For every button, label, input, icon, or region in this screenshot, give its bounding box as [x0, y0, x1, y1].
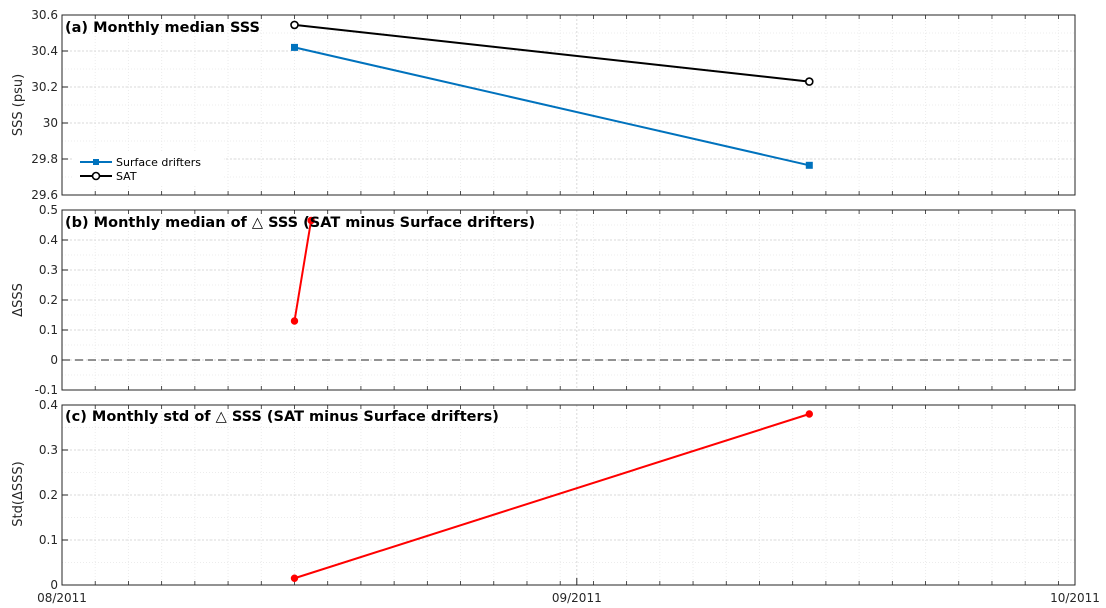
- panel-b-series-line-delta: [293, 220, 313, 322]
- panel-c-axes: Std(ΔSSS) 0 0.1 0.2 0.3 0.4 08/2011 09/2011 10/…: [11, 398, 1100, 605]
- panel-a-y-tick-label: 30: [43, 116, 58, 130]
- panel-a-y-tick-label: 29.6: [31, 188, 58, 202]
- panel-a-point-sat: [290, 20, 299, 30]
- panel-a-y-tick-label: 30.4: [31, 44, 58, 58]
- panel-c-y-tick-label: 0: [50, 578, 58, 592]
- panel-a-y-tick-label: 29.8: [31, 152, 58, 166]
- panel-a-title: (a) Monthly median SSS: [65, 20, 260, 36]
- panel-a-point-surface-drifters: [290, 43, 298, 51]
- panel-c-title: (c) Monthly std of △ SSS (SAT minus Surf…: [65, 409, 499, 425]
- panel-c-series-line-delta: [294, 413, 810, 580]
- panel-c-y-tick-label: 0.1: [39, 533, 58, 547]
- panel-a-series-line-surface-drifters: [294, 46, 810, 167]
- panel-c-point-delta: [290, 574, 299, 582]
- panel-a-y-tick-label: 30.2: [31, 80, 58, 94]
- panel-b-y-tick-label: 0.3: [39, 263, 58, 277]
- panel-b-axes: ΔSSS -0.1 0 0.1 0.2 0.3 0.4 0.5 (b) Monthly med…: [11, 203, 1076, 397]
- panel-b-y-tick-label: -0.1: [35, 383, 58, 397]
- panel-b-y-axis-label: ΔSSS: [11, 283, 26, 317]
- panel-a-point-surface-drifters: [805, 161, 813, 169]
- panel-a-axes-frame: [61, 14, 1076, 196]
- panel-c-y-tick-label: 0.3: [39, 443, 58, 457]
- panel-c-y-tick-label: 0.4: [39, 398, 58, 412]
- panel-b-y-tick-label: 0.4: [39, 233, 58, 247]
- legend-marker-surface-drifters: [93, 159, 99, 165]
- panel-a-legend: Surface drifters SAT: [74, 153, 224, 185]
- panel-b-point-delta: [307, 216, 315, 225]
- panel-c-x-tick-label: 08/2011: [37, 591, 87, 605]
- panel-b-title: (b) Monthly median of △ SSS (SAT minus S…: [65, 215, 535, 231]
- panel-b-y-tick-label: 0.5: [39, 203, 58, 217]
- legend-marker-sat: [91, 171, 101, 181]
- panel-c-point-delta: [805, 410, 813, 418]
- panel-c-y-tick-label: 0.2: [39, 488, 58, 502]
- panel-c-axes-frame: [61, 404, 1076, 586]
- panel-a-point-sat: [804, 77, 814, 86]
- panel-c-x-tick-label: 09/2011: [552, 591, 602, 605]
- panel-a-axes: SSS (psu) 29.6 29.8 30 30.2 30.4 30.6 (a) Mont…: [11, 8, 1076, 202]
- panel-b-axes-frame: [61, 209, 1076, 391]
- legend-label-sat: SAT: [116, 170, 137, 183]
- panel-b-y-tick-label: 0.2: [39, 293, 58, 307]
- panel-b-y-tick-label: 0: [50, 353, 58, 367]
- panel-b-y-tick-label: 0.1: [39, 323, 58, 337]
- panel-a-y-axis-label: SSS (psu): [11, 74, 26, 136]
- panel-c-y-axis-label: Std(ΔSSS): [11, 461, 26, 526]
- panel-b-point-delta: [290, 317, 299, 325]
- panel-a-y-tick-label: 30.6: [31, 8, 58, 22]
- legend-background: [74, 153, 224, 185]
- legend-label-surface-drifters: Surface drifters: [116, 156, 201, 169]
- panel-c-x-tick-label: 10/2011: [1050, 591, 1100, 605]
- panel-a-series-line-sat: [294, 23, 810, 83]
